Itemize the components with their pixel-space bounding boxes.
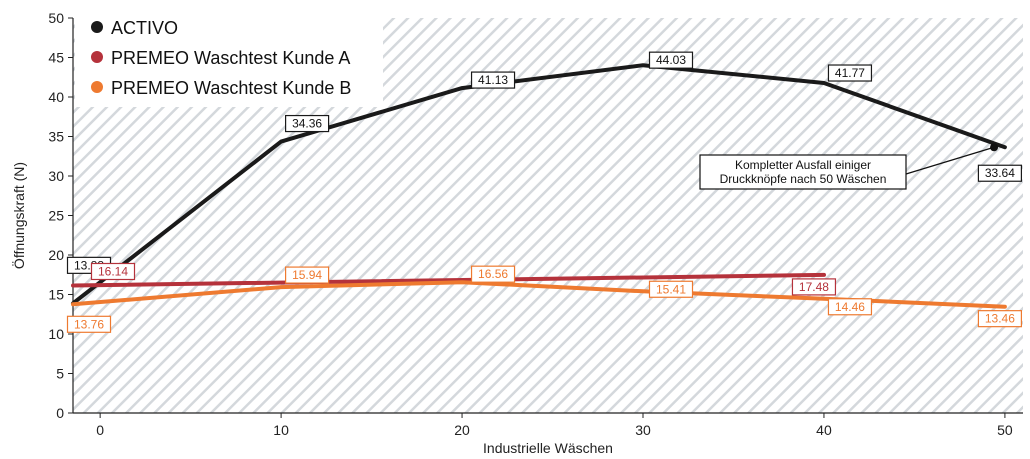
data-label-box [470,71,516,89]
data-label: 34.36 [284,114,330,133]
y-tick-label: 15 [48,287,64,303]
data-label: 15.94 [284,266,330,284]
data-label-text: 13.76 [74,317,104,331]
annotation-text: Kompletter Ausfall einiger [735,158,871,172]
data-label-text: 15.94 [292,268,322,282]
data-label: 13.46 [977,310,1023,328]
data-label-text: 16.14 [98,264,128,278]
data-label-box [90,262,136,281]
data-label: 33.64 [977,164,1023,182]
series-line-premeo-waschtest-kunde-a [71,272,826,288]
y-tick-label: 45 [48,50,64,66]
series-line-activo [71,63,1007,306]
x-tick-label: 50 [997,422,1013,438]
data-label-box [977,310,1023,328]
data-label-text: 34.36 [292,117,322,131]
data-label: 41.13 [470,71,516,89]
data-label: 17.48 [791,278,837,296]
data-label: 14.46 [827,298,873,316]
legend-background [75,12,383,107]
data-label-box [827,298,873,316]
y-tick-label: 40 [48,89,64,105]
data-label-text: 13.46 [985,312,1015,326]
x-axis-title: Industrielle Wäschen [483,440,613,456]
y-tick-label: 10 [48,326,64,342]
x-tick-label: 30 [635,422,651,438]
legend-label: PREMEO Waschtest Kunde A [111,48,350,68]
data-label-box [284,266,330,284]
data-label-text: 17.48 [799,280,829,294]
axes: 0 5 10 15 20 25 30 35 40 45 50 0 10 20 30 40 50 Industrie… [10,10,1023,456]
x-tick-label: 20 [454,422,470,438]
data-label-box [284,114,330,133]
annotation-marker [990,143,999,152]
y-tick-label: 20 [48,247,64,263]
data-label-text: 14.46 [835,300,865,314]
legend-label: ACTIVO [111,18,178,38]
data-label-text: 16.56 [478,267,508,281]
data-label-text: 41.13 [478,73,508,87]
data-label: 16.56 [470,265,516,283]
data-label: 13.76 [66,315,112,333]
y-tick-label: 50 [48,10,64,26]
x-tick-label: 0 [96,422,104,438]
y-tick-label: 5 [56,366,64,382]
annotation-box [699,154,907,190]
y-tick-label: 0 [56,405,64,421]
legend-marker [91,21,103,33]
y-tick-label: 30 [48,168,64,184]
legend-marker [91,81,103,93]
data-label-box [470,265,516,283]
data-label-box [827,64,873,82]
data-label-box [977,164,1023,182]
data-label: 41.77 [827,64,873,82]
data-labels: 13.8834.3641.1344.0341.7733.6416.1417.48… [66,51,1023,333]
y-tick-label: 25 [48,208,64,224]
annotation-text: Druckknöpfe nach 50 Wäschen [720,172,887,186]
data-label-box [648,280,694,298]
data-label: 15.41 [648,280,694,298]
y-tick-label: 35 [48,129,64,145]
legend-label: PREMEO Waschtest Kunde B [111,78,351,98]
data-label-text: 41.77 [835,66,865,80]
x-tick-label: 10 [273,422,289,438]
y-axis-title: Öffnungskraft (N) [10,162,27,269]
data-label-text: 15.41 [656,282,686,296]
data-label-box [791,278,837,296]
data-label: 44.03 [648,51,694,69]
legend: ACTIVO PREMEO Waschtest Kunde A PREMEO Was… [91,18,351,98]
x-tick-label: 40 [816,422,832,438]
data-label-text: 33.64 [985,166,1015,180]
legend-marker [91,51,103,63]
data-label-text: 44.03 [656,53,686,67]
annotation-leader-line [905,146,995,175]
data-label: 16.14 [90,262,136,281]
data-label-box [66,315,112,333]
data-label-box [648,51,694,69]
